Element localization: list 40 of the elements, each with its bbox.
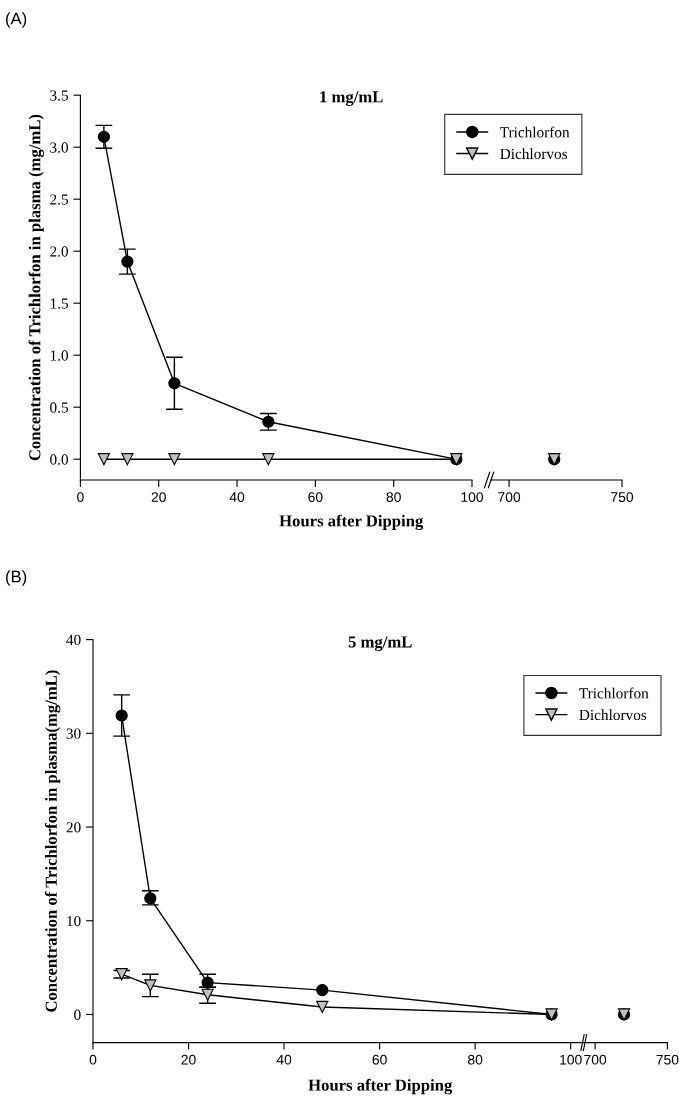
x-tick-label: 60	[372, 1054, 387, 1065]
chart-title: 5 mg/mL	[348, 636, 412, 652]
y-tick-label: 30	[66, 728, 81, 739]
x-tick-label: 60	[308, 492, 323, 503]
y-tick-label: 3.0	[50, 142, 69, 153]
y-tick-label: 0.0	[50, 454, 69, 465]
x-tick-label: 80	[386, 492, 401, 503]
text: (A)	[6, 12, 27, 28]
x-tick-label: 750	[611, 492, 634, 503]
x-tick-label: 80	[468, 1054, 483, 1065]
x-tick-label: 20	[151, 492, 166, 503]
legend-label: Trichlorfon	[579, 687, 649, 699]
y-tick-label: 10	[67, 915, 81, 927]
y-tick-label: 40	[66, 634, 81, 646]
x-tick-label: 750	[656, 1054, 679, 1065]
x-axis-title: Hours after Dipping	[308, 1078, 453, 1095]
y-tick-label: 0	[74, 1009, 81, 1020]
legend-label: Dichlorvos	[500, 148, 568, 160]
x-tick-label: 700	[498, 492, 521, 503]
y-tick-label: 1.0	[50, 350, 69, 361]
x-tick-label: 0	[89, 1054, 97, 1065]
x-tick-label: 40	[229, 492, 245, 503]
y-tick-label: 2.5	[50, 194, 68, 205]
text: (B)	[6, 570, 27, 586]
y-tick-label: 3.5	[50, 90, 68, 101]
y-tick-label: 20	[66, 822, 81, 833]
y-axis-title: Concentration of Trichlorfon in plasma (mg/mL)	[28, 114, 44, 461]
y-tick-label: 1.5	[50, 298, 68, 309]
y-tick-label: 2.0	[50, 246, 69, 257]
y-axis-title: Concentration of Trichlorfon in plasma(mg/mL)	[44, 670, 61, 1012]
x-axis-title: Hours after Dipping	[279, 514, 424, 531]
x-tick-label: 20	[181, 1054, 196, 1065]
x-tick-label: 100	[461, 492, 484, 503]
x-tick-label: 40	[276, 1054, 292, 1065]
legend-label: Trichlorfon	[500, 126, 570, 138]
chart-title: 1 mg/mL	[320, 91, 383, 106]
legend-label: Dichlorvos	[579, 709, 647, 721]
x-tick-label: 700	[584, 1054, 607, 1065]
x-tick-label: 100	[560, 1054, 582, 1065]
y-tick-label: 0.5	[50, 402, 68, 413]
